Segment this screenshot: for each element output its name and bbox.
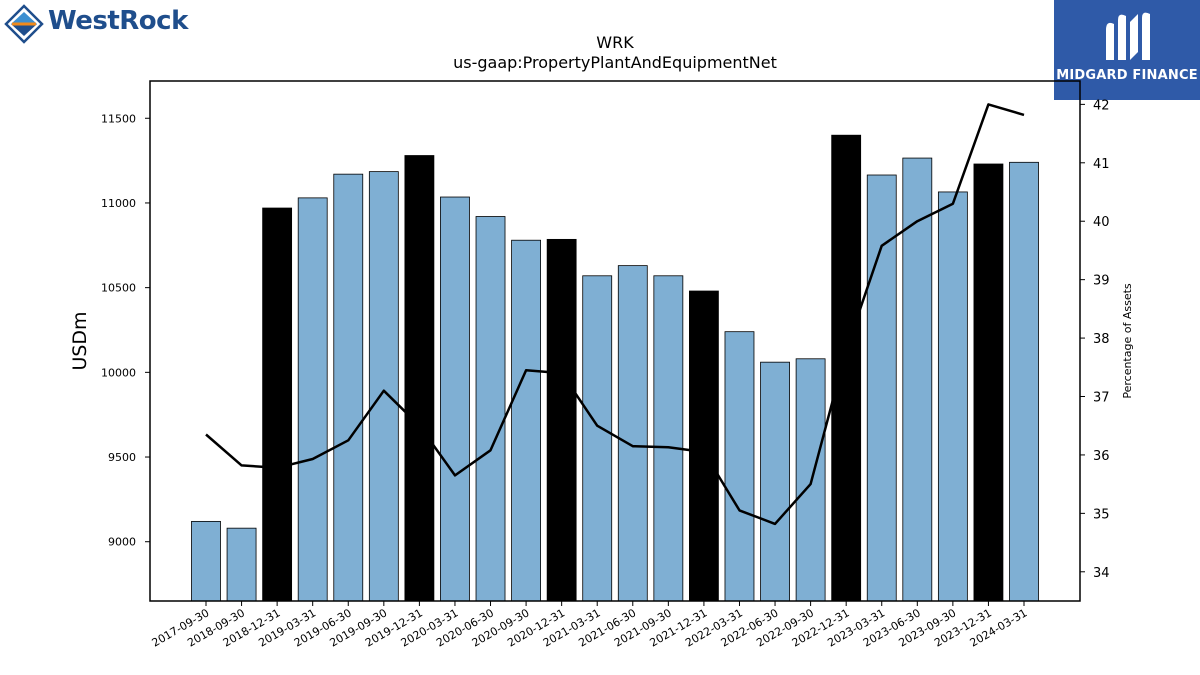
bar xyxy=(582,275,613,602)
bar xyxy=(546,238,577,602)
y-axis-right: 34 35 36 37 38 39 40 41 42 xyxy=(1080,98,1110,581)
bar xyxy=(937,191,968,602)
y2-tick-label: 41 xyxy=(1093,157,1110,172)
y-tick-label: 11500 xyxy=(101,112,136,125)
bar xyxy=(297,197,328,602)
y-axis-label: USDm xyxy=(69,311,91,370)
bar xyxy=(617,265,648,602)
midgard-wordmark: MIDGARD FINANCE xyxy=(1056,68,1198,83)
bar xyxy=(333,173,364,602)
series-line xyxy=(205,103,1025,526)
plot-frame xyxy=(149,80,1081,602)
midgard-m-icon xyxy=(1106,12,1150,61)
bar xyxy=(368,171,399,602)
line-series xyxy=(205,103,1025,526)
bar xyxy=(973,163,1004,602)
westrock-wordmark: WestRock xyxy=(48,6,188,36)
y-axis-left: 9000 9500 10000 10500 11000 11500 xyxy=(101,112,150,549)
bar xyxy=(262,207,293,602)
chart-title: WRK xyxy=(596,33,634,52)
y2-tick-label: 42 xyxy=(1093,98,1110,113)
y2-tick-label: 37 xyxy=(1093,391,1110,406)
bar xyxy=(226,527,257,602)
y2-tick-label: 36 xyxy=(1093,449,1110,464)
y2-tick-label: 39 xyxy=(1093,274,1110,289)
bar xyxy=(653,275,684,602)
bar xyxy=(440,196,470,602)
y-tick-label: 9500 xyxy=(108,451,136,464)
y-tick-label: 10500 xyxy=(101,282,136,295)
westrock-diamond-icon xyxy=(4,4,44,44)
bar xyxy=(1009,161,1039,602)
y2-tick-label: 34 xyxy=(1093,566,1110,581)
y-tick-label: 10000 xyxy=(101,366,136,379)
bar-series xyxy=(191,134,1039,602)
bar xyxy=(902,157,933,602)
bar xyxy=(475,216,506,602)
bar xyxy=(191,520,221,602)
bar xyxy=(404,155,435,602)
midgard-finance-logo: MIDGARD FINANCE xyxy=(1054,0,1200,100)
y-tick-label: 11000 xyxy=(101,197,136,210)
y2-tick-label: 38 xyxy=(1093,332,1110,347)
y2-tick-label: 35 xyxy=(1093,507,1110,522)
y-tick-label: 9000 xyxy=(108,536,136,549)
bar xyxy=(724,331,755,602)
bar xyxy=(689,290,719,602)
y2-tick-label: 40 xyxy=(1093,215,1110,230)
westrock-logo: WestRock xyxy=(4,4,188,44)
x-axis: 2017-09-302018-09-302018-12-312019-03-31… xyxy=(150,601,1030,650)
bar xyxy=(511,239,541,602)
chart-subtitle: us-gaap:PropertyPlantAndEquipmentNet xyxy=(453,53,777,72)
bar xyxy=(760,361,790,602)
y2-axis-label: Percentage of Assets xyxy=(1121,283,1134,399)
bar xyxy=(831,134,862,602)
